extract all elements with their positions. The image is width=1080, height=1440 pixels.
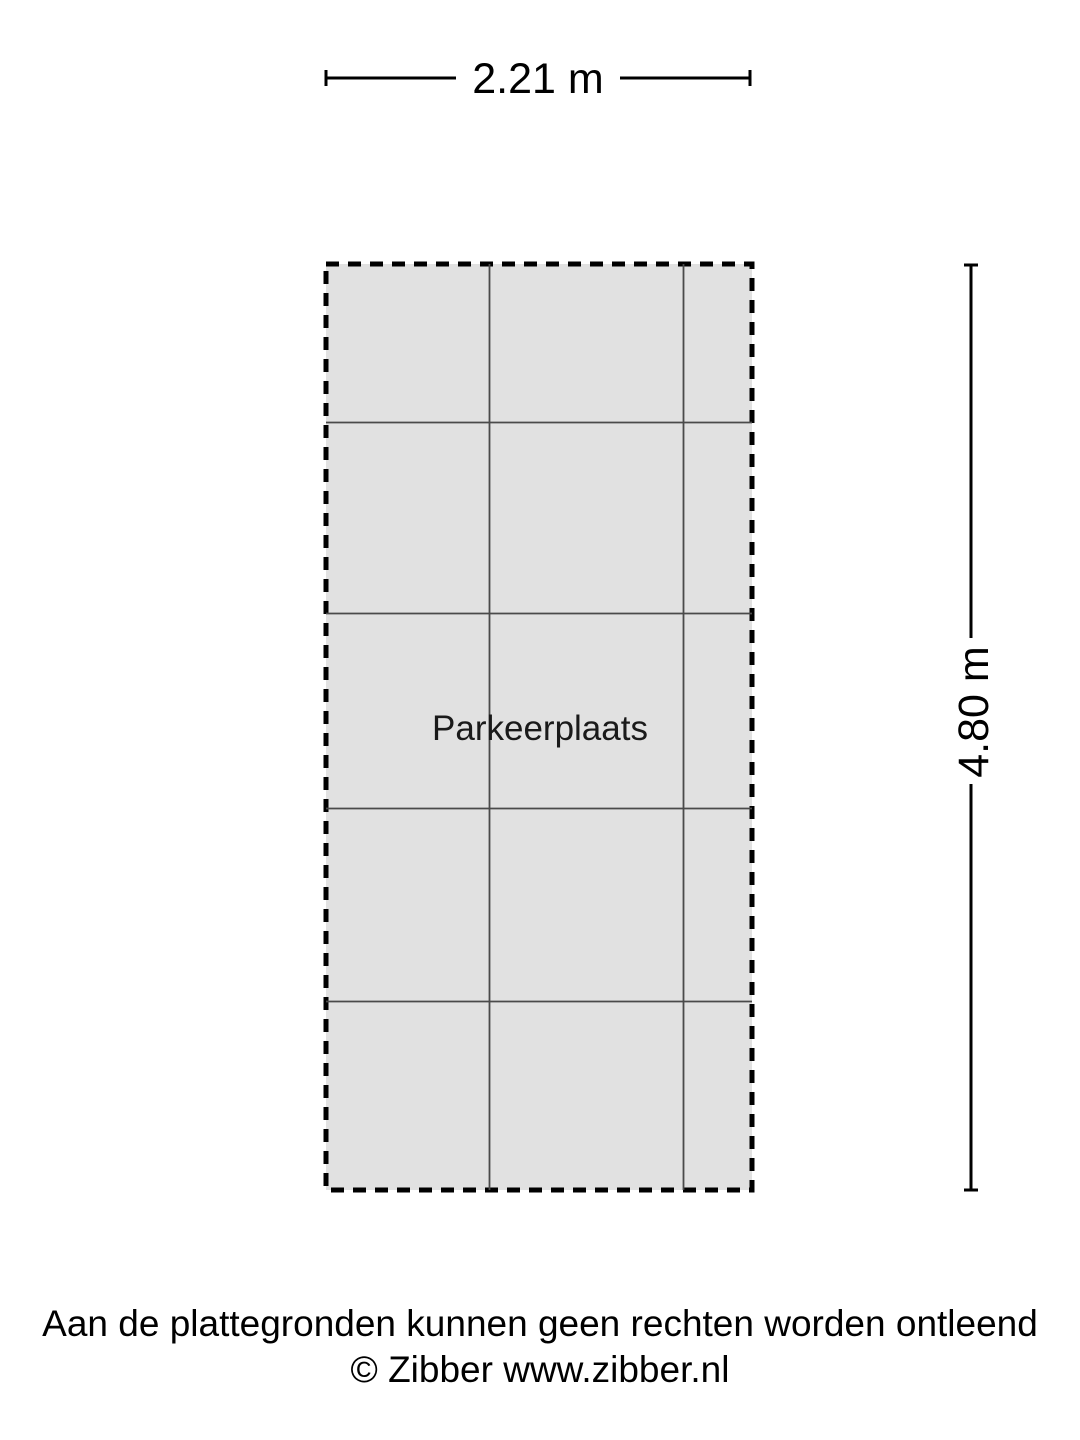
room-label: Parkeerplaats xyxy=(432,709,648,748)
tile-grid xyxy=(326,264,752,1190)
width-dimension-label: 2.21 m xyxy=(472,55,603,103)
disclaimer-text: Aan de plattegronden kunnen geen rechten… xyxy=(42,1303,1038,1344)
width-dimension-line xyxy=(324,70,752,86)
height-dimension-label: 4.80 m xyxy=(950,646,998,777)
parking-space-outline xyxy=(323,261,755,1193)
height-dimension-line xyxy=(964,263,978,1192)
copyright-text: © Zibber www.zibber.nl xyxy=(351,1349,730,1390)
